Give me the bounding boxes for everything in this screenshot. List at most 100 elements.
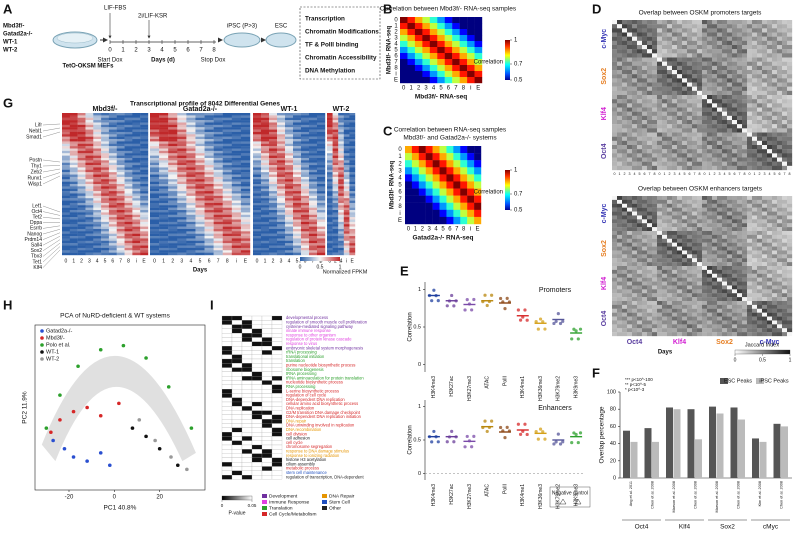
heatmap-cell xyxy=(277,215,285,218)
heatmap-cell xyxy=(78,250,86,253)
panel-label: H xyxy=(3,297,12,312)
heatmap-cell xyxy=(309,120,317,123)
heatmap-cell xyxy=(752,297,757,301)
heatmap-cell xyxy=(777,74,782,78)
heatmap-cell xyxy=(727,239,732,243)
heatmap-cell xyxy=(117,220,125,223)
heatmap-cell xyxy=(712,293,717,297)
heatmap-cell xyxy=(762,239,767,243)
heatmap-cell xyxy=(687,41,692,45)
heatmap-cell xyxy=(752,103,757,107)
heatmap-cell xyxy=(687,324,692,328)
heatmap-cell xyxy=(301,175,309,178)
heatmap-cell xyxy=(647,49,652,53)
heatmap-cell xyxy=(309,246,317,249)
heatmap-cell xyxy=(140,186,148,189)
heatmap-cell xyxy=(253,205,261,208)
heatmap-cell xyxy=(612,83,617,87)
heatmap-cell xyxy=(125,215,133,218)
heatmap-cell xyxy=(62,189,70,192)
heatmap-cell xyxy=(687,78,692,82)
heatmap-cell xyxy=(687,200,692,204)
heatmap-cell xyxy=(412,203,419,210)
heatmap-cell xyxy=(445,77,453,83)
heatmap-cell xyxy=(762,223,767,227)
heatmap-cell xyxy=(677,328,682,332)
heatmap-cell xyxy=(697,128,702,132)
heatmap-cell xyxy=(662,137,667,141)
heatmap-cell xyxy=(617,204,622,208)
heatmap-cell xyxy=(150,156,159,159)
heatmap-cell xyxy=(301,250,309,253)
heatmap-cell xyxy=(637,219,642,223)
heatmap-cell xyxy=(285,163,293,166)
heatmap-cell xyxy=(692,128,697,132)
day-tick-label: 6 xyxy=(689,172,691,176)
heatmap-cell xyxy=(652,62,657,66)
heatmap-cell xyxy=(702,99,707,103)
heatmap-cell xyxy=(177,191,186,194)
heatmap-cell xyxy=(697,141,702,145)
heatmap-cell xyxy=(772,108,777,112)
heatmap-cell xyxy=(195,212,204,215)
heatmap-cell xyxy=(752,278,757,282)
heatmap-cell xyxy=(677,309,682,313)
heatmap-cell xyxy=(422,65,430,71)
heatmap-cell xyxy=(285,236,293,239)
heatmap-cell xyxy=(772,243,777,247)
heatmap-cell xyxy=(344,113,350,116)
heatmap-cell xyxy=(125,196,133,199)
heatmap-cell xyxy=(253,120,261,123)
heatmap-cell xyxy=(78,127,86,130)
heatmap-cell xyxy=(657,309,662,313)
heatmap-cell xyxy=(727,166,732,170)
heatmap-cell xyxy=(722,270,727,274)
heatmap-cell xyxy=(717,95,722,99)
heatmap-cell xyxy=(159,205,168,208)
heatmap-cell xyxy=(642,262,647,266)
heatmap-cell xyxy=(747,223,752,227)
heatmap-cell xyxy=(762,297,767,301)
heatmap-cell xyxy=(747,196,752,200)
heatmap-cell xyxy=(677,293,682,297)
heatmap-cell xyxy=(692,215,697,219)
heatmap-cell xyxy=(109,120,117,123)
heatmap-cell xyxy=(637,120,642,124)
heatmap-cell xyxy=(692,328,697,332)
heatmap-cell xyxy=(697,41,702,45)
heatmap-cell xyxy=(317,203,325,206)
heatmap-cell xyxy=(101,227,109,230)
heatmap-cell xyxy=(727,317,732,321)
heatmap-cell xyxy=(772,293,777,297)
heatmap-cell xyxy=(687,149,692,153)
heatmap-cell xyxy=(612,289,617,293)
heatmap-cell xyxy=(672,309,677,313)
heatmap-cell xyxy=(125,229,133,232)
heatmap-cell xyxy=(78,175,86,178)
heatmap-cell xyxy=(627,141,632,145)
heatmap-cell xyxy=(647,200,652,204)
heatmap-cell xyxy=(453,174,460,181)
heatmap-cell xyxy=(426,167,433,174)
heatmap-cell xyxy=(168,215,177,218)
heatmap-cell xyxy=(277,170,285,173)
heatmap-cell xyxy=(652,270,657,274)
heatmap-cell xyxy=(782,137,787,141)
heatmap-cell xyxy=(752,227,757,231)
heatmap-cell xyxy=(652,95,657,99)
heatmap-cell xyxy=(667,324,672,328)
heatmap-cell xyxy=(241,234,250,237)
heatmap-cell xyxy=(687,137,692,141)
heatmap-cell xyxy=(132,231,140,234)
heatmap-cell xyxy=(667,208,672,212)
heatmap-cell xyxy=(70,144,78,147)
heatmap-cell xyxy=(627,137,632,141)
heatmap-cell xyxy=(195,227,204,230)
heatmap-cell xyxy=(692,24,697,28)
heatmap-cell xyxy=(159,139,168,142)
heatmap-cell xyxy=(277,246,285,249)
heatmap-cell xyxy=(762,200,767,204)
heatmap-cell xyxy=(727,258,732,262)
heatmap-cell xyxy=(261,248,269,251)
heatmap-cell xyxy=(737,99,742,103)
